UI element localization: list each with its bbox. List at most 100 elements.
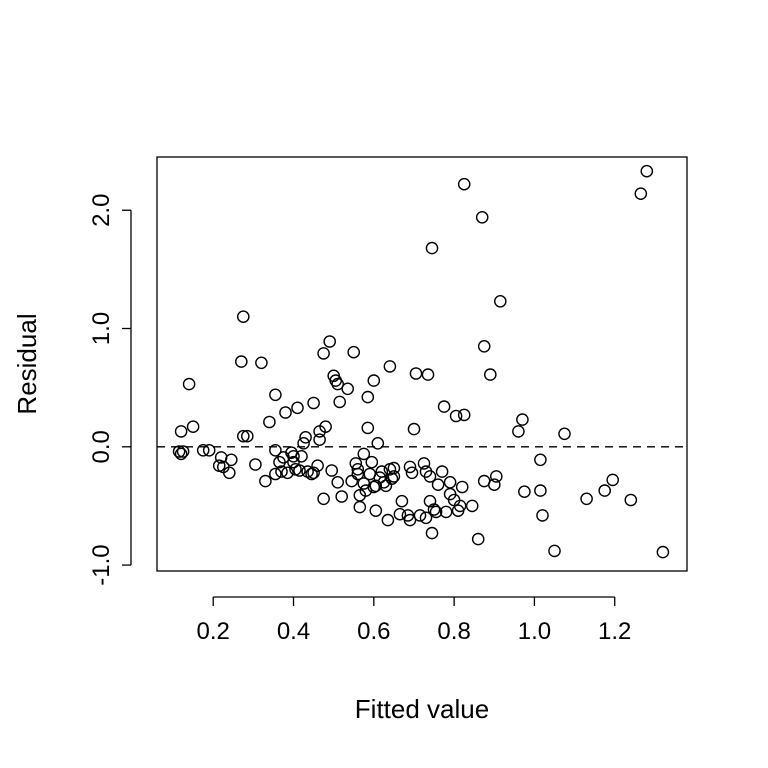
data-point bbox=[403, 513, 417, 527]
data-point bbox=[367, 374, 381, 387]
data-point bbox=[405, 466, 419, 480]
data-point bbox=[606, 473, 620, 487]
data-point bbox=[457, 177, 471, 191]
data-point bbox=[367, 480, 381, 494]
data-point bbox=[417, 457, 431, 470]
data-point bbox=[429, 505, 443, 519]
data-point bbox=[361, 390, 375, 404]
data-point bbox=[395, 494, 409, 508]
data-point bbox=[297, 436, 310, 450]
data-point bbox=[176, 445, 190, 458]
data-point bbox=[475, 210, 489, 224]
x-tick-label: 0.4 bbox=[277, 618, 310, 645]
data-point bbox=[493, 294, 507, 308]
data-point bbox=[196, 443, 210, 457]
x-tick-label: 1.0 bbox=[518, 618, 551, 645]
data-point bbox=[421, 368, 435, 381]
data-point bbox=[624, 493, 638, 507]
data-point bbox=[293, 464, 306, 477]
data-point bbox=[365, 455, 379, 469]
data-point bbox=[287, 455, 300, 469]
y-tick-label: -1.0 bbox=[88, 544, 115, 585]
data-point bbox=[477, 339, 491, 353]
data-point bbox=[387, 470, 401, 483]
data-point bbox=[202, 443, 216, 457]
data-point bbox=[439, 505, 453, 519]
data-point bbox=[335, 490, 349, 503]
data-point bbox=[295, 449, 308, 463]
data-point bbox=[186, 420, 200, 434]
data-point bbox=[471, 532, 485, 546]
data-point bbox=[331, 377, 345, 391]
data-point bbox=[371, 436, 385, 450]
data-point bbox=[234, 355, 248, 368]
data-point bbox=[182, 377, 196, 391]
data-point bbox=[512, 425, 525, 438]
data-point bbox=[413, 509, 427, 522]
data-point bbox=[307, 466, 320, 480]
data-point bbox=[319, 420, 332, 434]
data-point bbox=[249, 458, 262, 471]
data-point bbox=[313, 433, 326, 447]
data-point bbox=[423, 470, 437, 483]
points-layer bbox=[172, 164, 670, 559]
x-axis: 0.2 0.4 0.6 0.8 1.0 1.2 bbox=[197, 596, 631, 645]
y-tick-label: 0.0 bbox=[88, 430, 115, 463]
x-tick-label: 0.8 bbox=[437, 618, 470, 645]
data-point bbox=[634, 187, 648, 200]
data-point bbox=[656, 545, 670, 559]
data-point bbox=[425, 241, 439, 255]
data-point bbox=[489, 470, 503, 483]
data-point bbox=[435, 465, 449, 478]
data-point bbox=[369, 479, 383, 493]
data-point bbox=[381, 513, 395, 527]
data-point bbox=[536, 509, 549, 522]
x-axis-label: Fitted value bbox=[355, 694, 489, 724]
data-point bbox=[291, 401, 304, 415]
data-point bbox=[409, 367, 423, 380]
data-point bbox=[269, 443, 282, 457]
data-point bbox=[407, 422, 421, 436]
y-tick-label: 2.0 bbox=[88, 194, 115, 227]
data-point bbox=[437, 400, 451, 413]
data-point bbox=[357, 447, 371, 461]
data-point bbox=[427, 503, 441, 516]
data-point bbox=[359, 484, 373, 497]
y-axis-label: Residual bbox=[12, 313, 42, 414]
data-point bbox=[333, 395, 347, 409]
data-point bbox=[275, 465, 288, 478]
data-point bbox=[455, 480, 469, 494]
data-point bbox=[403, 460, 417, 474]
data-point bbox=[307, 396, 320, 410]
data-point bbox=[353, 500, 367, 514]
data-point bbox=[345, 474, 359, 488]
data-point bbox=[311, 459, 324, 473]
data-point bbox=[548, 544, 561, 558]
data-point bbox=[281, 466, 294, 480]
data-point bbox=[453, 499, 467, 513]
data-point bbox=[423, 494, 437, 508]
data-point bbox=[419, 511, 433, 525]
data-point bbox=[347, 345, 361, 359]
data-point bbox=[263, 415, 276, 429]
data-point bbox=[224, 453, 238, 467]
data-point bbox=[457, 408, 471, 422]
data-point bbox=[387, 461, 401, 475]
data-point bbox=[483, 368, 497, 381]
data-point bbox=[558, 427, 571, 441]
data-point bbox=[534, 453, 547, 467]
x-tick-label: 1.2 bbox=[598, 618, 631, 645]
data-point bbox=[351, 467, 365, 481]
data-point bbox=[287, 449, 300, 463]
y-tick-label: 1.0 bbox=[88, 312, 115, 345]
data-point bbox=[236, 310, 250, 324]
data-point bbox=[240, 429, 254, 443]
data-point bbox=[598, 484, 612, 497]
data-point bbox=[449, 409, 463, 423]
data-point bbox=[518, 485, 531, 499]
data-point bbox=[299, 430, 312, 444]
data-point bbox=[369, 504, 383, 518]
plot-frame bbox=[156, 156, 688, 572]
y-axis: -1.0 0.0 1.0 2.0 bbox=[88, 194, 132, 586]
data-point bbox=[317, 492, 330, 506]
